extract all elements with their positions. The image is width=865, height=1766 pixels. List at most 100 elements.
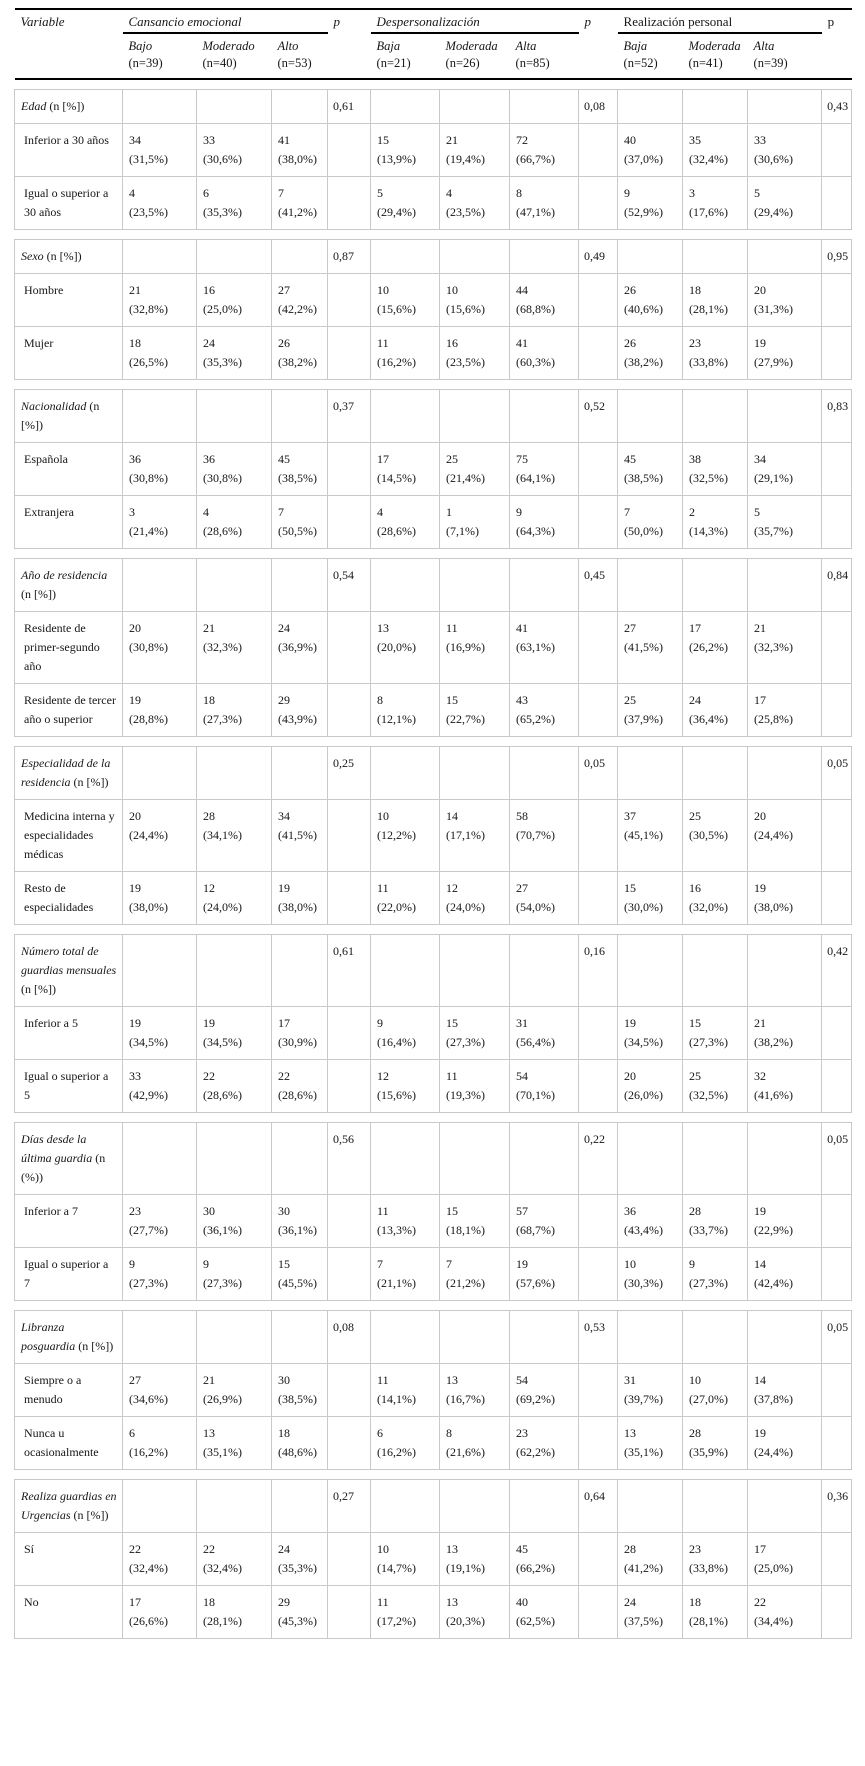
data-cell: 29 (45,3%) bbox=[270, 1585, 329, 1639]
row-label: Residente de tercer año o superior bbox=[14, 683, 123, 737]
section-spacer-cell bbox=[14, 78, 852, 90]
empty-data-cell bbox=[509, 934, 580, 1007]
data-cell: 36 (30,8%) bbox=[122, 442, 197, 496]
empty-data-cell bbox=[509, 746, 580, 800]
data-cell: 32 (41,6%) bbox=[747, 1059, 823, 1113]
empty-p-cell bbox=[578, 1363, 619, 1417]
section-spacer-cell bbox=[14, 1469, 852, 1480]
row-label: Igual o superior a 7 bbox=[14, 1247, 123, 1301]
empty-data-cell bbox=[270, 239, 329, 274]
data-cell: 17 (26,2%) bbox=[682, 611, 749, 684]
empty-data-cell bbox=[682, 389, 749, 443]
empty-p-cell bbox=[327, 683, 372, 737]
column-header-rp-baja: Baja (n=52) bbox=[617, 33, 683, 80]
variable-name: Libranza posguardia bbox=[21, 1320, 76, 1353]
data-cell: 11 (14,1%) bbox=[370, 1363, 441, 1417]
column-level-label: Alto bbox=[277, 39, 299, 53]
row-label: Inferior a 5 bbox=[14, 1006, 123, 1060]
row-label: Medicina interna y especialidades médica… bbox=[14, 799, 123, 872]
data-cell: 28 (41,2%) bbox=[617, 1532, 684, 1586]
empty-data-cell bbox=[617, 1310, 684, 1364]
data-cell: 5 (29,4%) bbox=[747, 176, 823, 230]
section-spacer-cell bbox=[14, 229, 852, 240]
column-header-dp-alta: Alta (n=85) bbox=[509, 33, 579, 80]
empty-data-cell bbox=[682, 934, 749, 1007]
p-value-cell: 0,64 bbox=[578, 1479, 619, 1533]
variable-label: Edad (n [%]) bbox=[14, 89, 123, 124]
data-cell: 33 (42,9%) bbox=[122, 1059, 197, 1113]
data-cell: 19 (38,0%) bbox=[747, 871, 823, 925]
variable-name: Número total de guardias mensuales bbox=[21, 944, 117, 977]
data-cell: 30 (36,1%) bbox=[196, 1194, 272, 1248]
data-cell: 34 (41,5%) bbox=[270, 799, 329, 872]
variable-name: Especialidad de la residencia bbox=[21, 756, 111, 789]
empty-data-cell bbox=[370, 558, 441, 612]
data-cell: 3 (21,4%) bbox=[122, 495, 197, 549]
empty-data-cell bbox=[122, 1479, 197, 1533]
p-value-cell: 0,61 bbox=[327, 89, 372, 124]
empty-data-cell bbox=[370, 239, 441, 274]
section-spacer-cell bbox=[14, 736, 852, 747]
column-n-label: (n=39) bbox=[753, 56, 788, 70]
empty-data-cell bbox=[196, 558, 272, 612]
data-cell: 19 (38,0%) bbox=[122, 871, 197, 925]
data-cell: 18 (28,1%) bbox=[196, 1585, 272, 1639]
data-cell: 10 (15,6%) bbox=[370, 273, 441, 327]
data-cell: 23 (33,8%) bbox=[682, 1532, 749, 1586]
empty-data-cell bbox=[370, 389, 441, 443]
empty-data-cell bbox=[682, 239, 749, 274]
data-cell: 11 (22,0%) bbox=[370, 871, 441, 925]
data-cell: 26 (38,2%) bbox=[617, 326, 684, 380]
variable-label: Realiza guardias en Urgencias (n [%]) bbox=[14, 1479, 123, 1533]
data-cell: 13 (16,7%) bbox=[439, 1363, 511, 1417]
empty-data-cell bbox=[509, 89, 580, 124]
data-cell: 6 (16,2%) bbox=[370, 1416, 441, 1470]
empty-p-cell bbox=[327, 1194, 372, 1248]
empty-data-cell bbox=[196, 389, 272, 443]
data-cell: 19 (38,0%) bbox=[270, 871, 329, 925]
empty-data-cell bbox=[270, 934, 329, 1007]
empty-data-cell bbox=[747, 934, 823, 1007]
row-label: No bbox=[14, 1585, 123, 1639]
data-cell: 17 (25,8%) bbox=[747, 683, 823, 737]
data-cell: 24 (37,5%) bbox=[617, 1585, 684, 1639]
empty-data-cell bbox=[682, 746, 749, 800]
data-cell: 4 (23,5%) bbox=[122, 176, 197, 230]
empty-data-cell bbox=[682, 1122, 749, 1195]
empty-data-cell bbox=[122, 558, 197, 612]
empty-p-cell bbox=[578, 326, 619, 380]
data-cell: 25 (32,5%) bbox=[682, 1059, 749, 1113]
row-label: Igual o superior a 5 bbox=[14, 1059, 123, 1113]
p-value-cell: 0,08 bbox=[578, 89, 619, 124]
data-cell: 15 (27,3%) bbox=[439, 1006, 511, 1060]
p-value-cell: 0,05 bbox=[821, 1310, 853, 1364]
empty-p-cell bbox=[578, 1059, 619, 1113]
data-cell: 41 (38,0%) bbox=[270, 123, 329, 177]
empty-data-cell bbox=[617, 389, 684, 443]
row-label: Residente de primer-segundo año bbox=[14, 611, 123, 684]
empty-p-cell bbox=[578, 1006, 619, 1060]
empty-data-cell bbox=[270, 1310, 329, 1364]
data-cell: 10 (15,6%) bbox=[439, 273, 511, 327]
p-value-cell: 0,84 bbox=[821, 558, 853, 612]
row-label: Resto de especialidades bbox=[14, 871, 123, 925]
data-cell: 38 (32,5%) bbox=[682, 442, 749, 496]
empty-data-cell bbox=[682, 558, 749, 612]
empty-p-cell bbox=[578, 273, 619, 327]
column-n-label: (n=26) bbox=[445, 56, 480, 70]
variable-label: Número total de guardias mensuales (n [%… bbox=[14, 934, 123, 1007]
column-level-label: Baja bbox=[376, 39, 401, 53]
variable-name: Días desde la última guardia bbox=[21, 1132, 93, 1165]
row-label: Nunca u ocasionalmente bbox=[14, 1416, 123, 1470]
empty-p-cell bbox=[327, 1006, 372, 1060]
data-cell: 11 (17,2%) bbox=[370, 1585, 441, 1639]
data-cell: 23 (27,7%) bbox=[122, 1194, 197, 1248]
empty-data-cell bbox=[509, 1122, 580, 1195]
empty-data-cell bbox=[196, 89, 272, 124]
category-row: Igual o superior a 5 33 (42,9%) 22 (28,6%)… bbox=[14, 1059, 853, 1113]
column-level-label: Baja bbox=[623, 39, 648, 53]
empty-data-cell bbox=[439, 558, 511, 612]
column-n-label: (n=39) bbox=[128, 56, 163, 70]
variable-label: Nacionalidad (n [%]) bbox=[14, 389, 123, 443]
data-cell: 21 (32,3%) bbox=[747, 611, 823, 684]
